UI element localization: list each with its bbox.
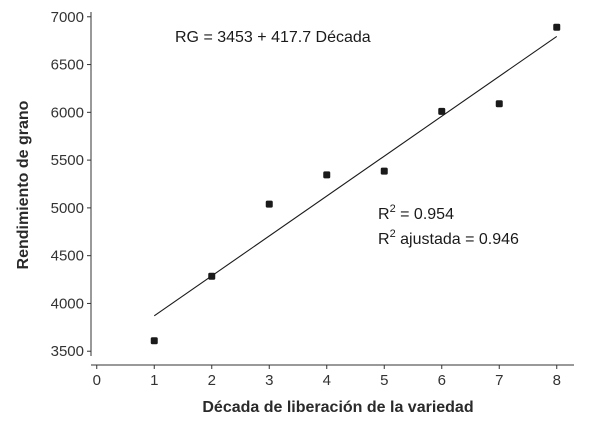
data-point [495,100,503,108]
y-tick-label: 3500 [51,343,84,360]
x-tick-label: 4 [323,372,331,389]
r-squared-adjusted-annotation: R2 ajustada = 0.946 [378,228,519,248]
y-tick-label: 5000 [51,200,84,217]
x-tick-label: 6 [438,372,446,389]
x-tick-label: 8 [553,372,561,389]
data-point [265,200,273,208]
regression-line [153,35,558,317]
y-tick-label: 6500 [51,57,84,74]
r-squared-value: 0.954 [414,206,454,223]
x-tick-label: 2 [208,372,216,389]
regression-line-group [153,35,558,317]
r-squared-adjusted-value: 0.946 [479,231,519,248]
r-squared-adjusted-label: ajustada [400,231,461,248]
data-point [380,167,388,175]
axes: 0 1 2 3 4 5 6 7 8 3500 4000 4500 5000 5500 6000 6500 700… [51,9,574,389]
data-point [553,23,561,31]
x-tick-label: 5 [380,372,388,389]
x-tick-label: 7 [495,372,503,389]
x-tick-label: 3 [265,372,273,389]
y-tick-label: 4000 [51,295,84,312]
data-points [150,23,561,345]
y-axis-title: Rendimiento de grano [15,100,32,269]
x-tick-label: 1 [150,372,158,389]
x-tick-label: 0 [93,372,101,389]
x-axis-title: Década de liberación de la variedad [202,399,473,416]
data-point [438,107,446,115]
regression-equation: RG = 3453 + 417.7 Década [175,29,371,46]
data-point [323,171,331,179]
y-tick-label: 7000 [51,9,84,26]
r-squared-annotation: R2 = 0.954 [378,203,454,223]
y-tick-label: 5500 [51,152,84,169]
data-point [150,337,158,345]
y-tick-label: 6000 [51,104,84,121]
y-tick-label: 4500 [51,248,84,265]
data-point [208,272,216,280]
